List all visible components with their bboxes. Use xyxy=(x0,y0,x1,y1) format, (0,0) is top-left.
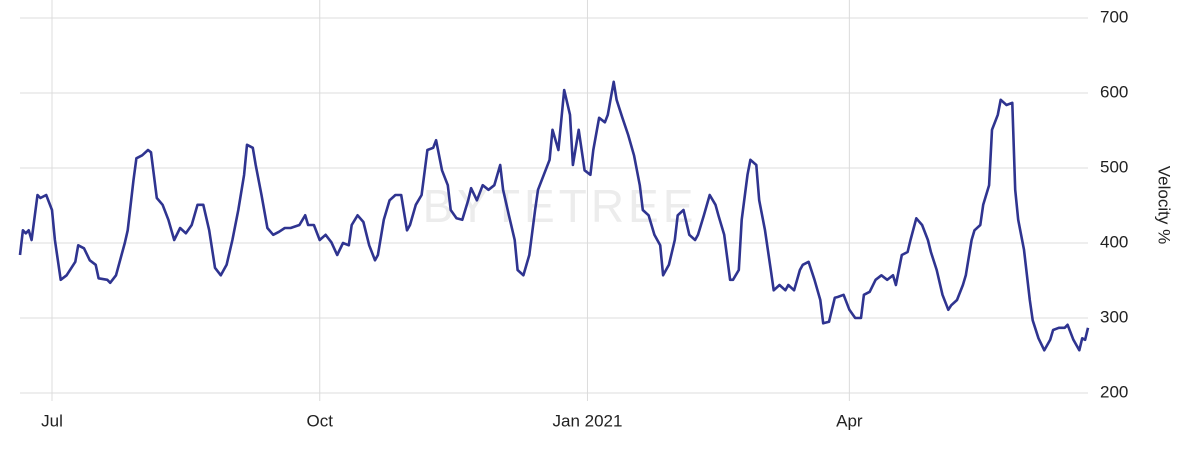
y-tick-label: 600 xyxy=(1100,82,1128,101)
y-axis-label: Velocity % xyxy=(1155,166,1174,244)
x-tick-label: Jan 2021 xyxy=(552,411,622,430)
y-tick-label: 500 xyxy=(1100,157,1128,176)
x-tick-label: Apr xyxy=(836,411,863,430)
data-line xyxy=(18,80,1090,352)
y-tick-label: 700 xyxy=(1100,7,1128,26)
y-tick-label: 400 xyxy=(1100,232,1128,251)
y-tick-label: 300 xyxy=(1100,307,1128,326)
y-tick-label: 200 xyxy=(1100,382,1128,401)
watermark: BYTETREE xyxy=(423,180,698,232)
x-tick-label: Jul xyxy=(41,411,63,430)
x-tick-label: Oct xyxy=(307,411,334,430)
